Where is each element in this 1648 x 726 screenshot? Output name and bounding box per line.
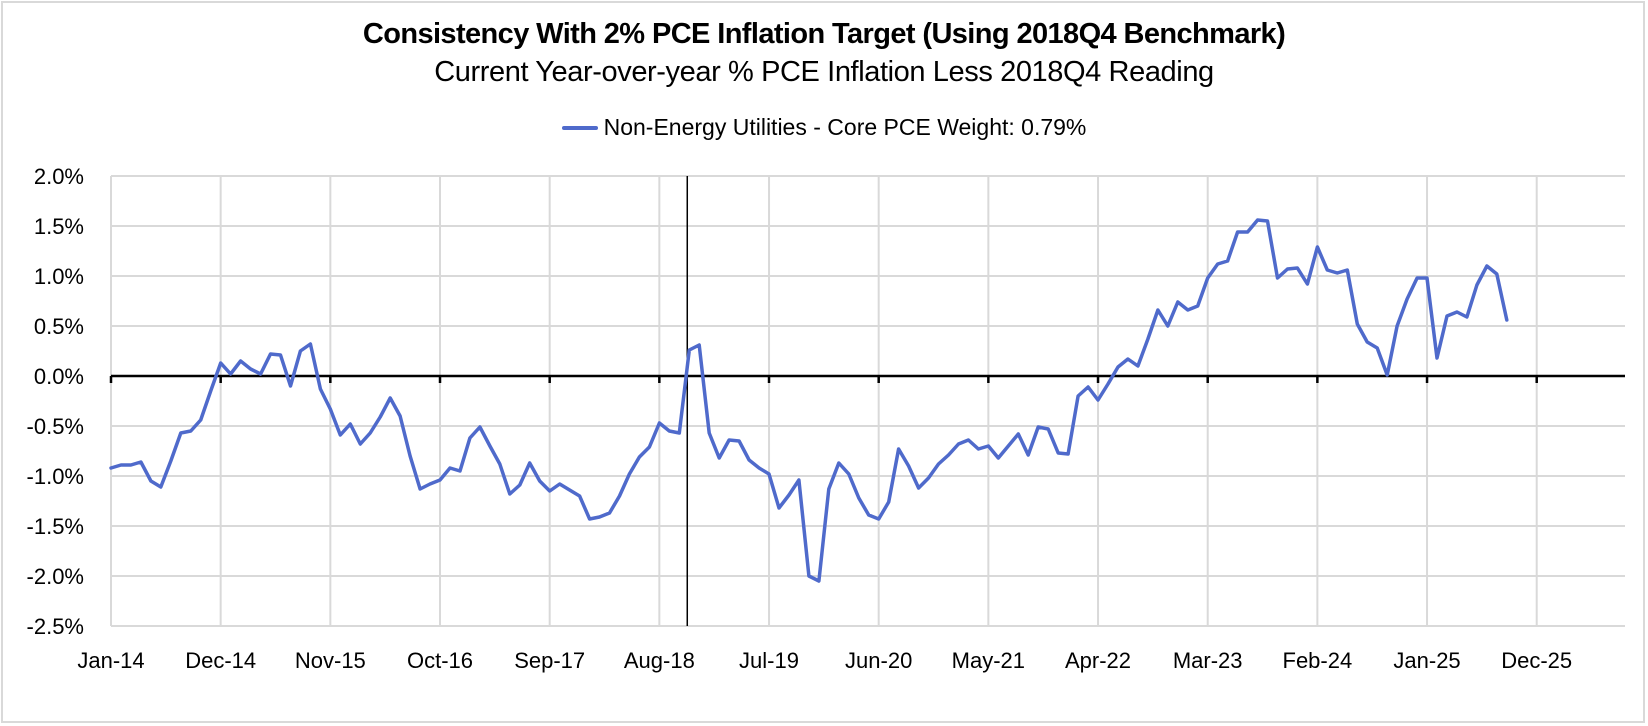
chart-title: Consistency With 2% PCE Inflation Target… xyxy=(362,18,1286,50)
x-tick-label: Jul-19 xyxy=(739,648,799,673)
x-tick-label: Apr-22 xyxy=(1065,648,1131,673)
zero-axis xyxy=(109,374,1625,383)
x-tick-label: Oct-16 xyxy=(407,648,473,673)
x-axis-labels: Jan-14 Dec-14 Nov-15 Oct-16 Sep-17 Aug-18 Jul-… xyxy=(77,648,1572,673)
x-tick-label: Sep-17 xyxy=(514,648,585,673)
x-tick-label: Dec-14 xyxy=(185,648,256,673)
chart-subtitle: Current Year-over-year % PCE Inflation L… xyxy=(434,56,1214,88)
x-tick-label: Dec-25 xyxy=(1501,648,1572,673)
horizontal-gridlines xyxy=(111,175,1625,627)
x-tick-label: Jan-25 xyxy=(1393,648,1460,673)
x-tick-label: Jun-20 xyxy=(845,648,912,673)
y-tick-label: 0.5% xyxy=(34,314,84,339)
legend-label: Non-Energy Utilities - Core PCE Weight: … xyxy=(603,114,1087,140)
x-tick-label: Nov-15 xyxy=(295,648,366,673)
y-tick-label: 1.0% xyxy=(34,264,84,289)
y-tick-label: -2.0% xyxy=(27,564,84,589)
x-tick-label: Jan-14 xyxy=(77,648,144,673)
y-tick-label: -1.0% xyxy=(27,464,84,489)
x-tick-label: May-21 xyxy=(952,648,1025,673)
x-tick-label: Feb-24 xyxy=(1283,648,1353,673)
y-tick-label: 1.5% xyxy=(34,214,84,239)
y-tick-label: -0.5% xyxy=(27,414,84,439)
x-tick-label: Mar-23 xyxy=(1173,648,1243,673)
y-tick-label: 0.0% xyxy=(34,364,84,389)
y-tick-label: -1.5% xyxy=(27,514,84,539)
series-group xyxy=(109,218,1509,583)
y-tick-label: 2.0% xyxy=(34,164,84,189)
y-axis-labels: 2.0% 1.5% 1.0% 0.5% 0.0% -0.5% -1.0% -1.5% -2.0%… xyxy=(27,164,84,639)
y-tick-label: -2.5% xyxy=(27,614,84,639)
legend: Non-Energy Utilities - Core PCE Weight: … xyxy=(0,114,1648,141)
legend-line-swatch xyxy=(561,125,598,130)
x-tick-label: Aug-18 xyxy=(624,648,695,673)
